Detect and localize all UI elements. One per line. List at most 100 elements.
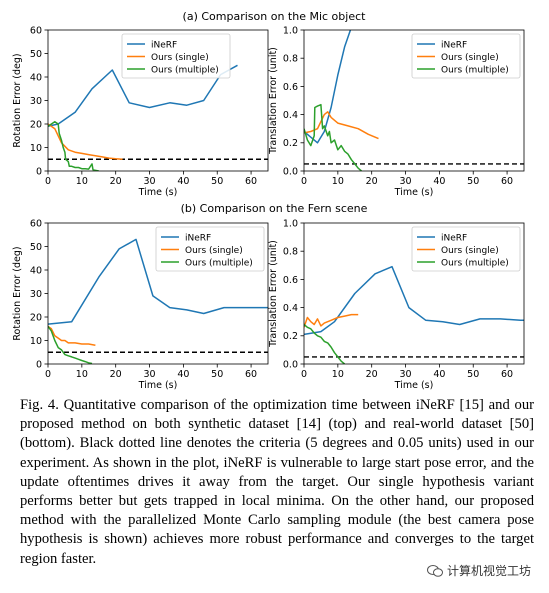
y-axis-label: Translation Error (unit) bbox=[268, 240, 279, 348]
x-tick-label: 60 bbox=[245, 176, 257, 187]
watermark-text: 计算机视觉工坊 bbox=[446, 564, 531, 578]
y-tick-label: 60 bbox=[30, 218, 42, 229]
x-axis-label: Time (s) bbox=[138, 380, 178, 391]
x-tick-label: 40 bbox=[177, 176, 189, 187]
x-tick-label: 10 bbox=[332, 369, 344, 380]
plot-frame bbox=[303, 222, 525, 365]
panel-fern-translation: 0 10 20 30 40 50 60 0.0 0.2 0.4 0.6 0.8 1.0 Time (s) T… bbox=[268, 218, 525, 391]
x-tick-label: 50 bbox=[211, 369, 223, 380]
x-tick-label: 0 bbox=[45, 176, 51, 187]
y-tick-label: 60 bbox=[30, 25, 42, 36]
y-tick-label: 20 bbox=[30, 119, 42, 130]
series-line-inerf bbox=[48, 64, 238, 128]
x-tick-label: 20 bbox=[110, 369, 122, 380]
x-tick-label: 40 bbox=[177, 369, 189, 380]
y-axis-label: Translation Error (unit) bbox=[268, 47, 279, 155]
x-axis-label: Time (s) bbox=[394, 187, 434, 198]
y-tick-label: 0.6 bbox=[283, 82, 298, 93]
series-line-single bbox=[48, 123, 123, 161]
x-tick-label: 60 bbox=[245, 369, 257, 380]
x-tick-label: 0 bbox=[45, 369, 51, 380]
legend-label-inerf: iNeRF bbox=[441, 40, 467, 50]
legend-label-single: Ours (single) bbox=[185, 246, 243, 256]
x-axis-label: Time (s) bbox=[138, 187, 178, 198]
y-tick-label: 40 bbox=[30, 72, 42, 83]
y-tick-label: 0.4 bbox=[283, 303, 298, 314]
y-axis-label: Rotation Error (deg) bbox=[12, 246, 23, 340]
series-line-multiple bbox=[304, 103, 362, 171]
panel-mic-translation: 0 10 20 30 40 50 60 0.0 0.2 0.4 0.6 0.8 1.0 Time (s) T… bbox=[268, 25, 525, 198]
series-line-inerf bbox=[304, 265, 524, 336]
x-axis-label: Time (s) bbox=[394, 380, 434, 391]
section-title-mic: (a) Comparison on the Mic object bbox=[183, 10, 367, 23]
legend-label-inerf: iNeRF bbox=[151, 40, 177, 50]
x-tick-label: 10 bbox=[76, 369, 88, 380]
y-tick-label: 10 bbox=[30, 143, 42, 154]
x-tick-label: 50 bbox=[467, 176, 479, 187]
y-tick-label: 0.0 bbox=[283, 166, 298, 177]
x-tick-label: 50 bbox=[211, 176, 223, 187]
legend-label-single: Ours (single) bbox=[151, 53, 209, 63]
x-tick-label: 30 bbox=[143, 369, 155, 380]
x-tick-label: 60 bbox=[501, 176, 513, 187]
plot-frame bbox=[303, 29, 525, 172]
x-tick-label: 0 bbox=[301, 176, 307, 187]
legend-box bbox=[121, 33, 231, 79]
y-tick-label: 0.4 bbox=[283, 110, 298, 121]
legend-label-multiple: Ours (multiple) bbox=[151, 65, 219, 75]
y-tick-label: 0.0 bbox=[283, 359, 298, 370]
legend-box bbox=[155, 226, 265, 272]
x-tick-label: 20 bbox=[110, 176, 122, 187]
x-tick-label: 0 bbox=[301, 369, 307, 380]
x-tick-label: 30 bbox=[143, 176, 155, 187]
series-line-single bbox=[48, 325, 96, 346]
x-tick-label: 50 bbox=[467, 369, 479, 380]
figure-caption: Fig. 4. Quantitative comparison of the o… bbox=[20, 397, 534, 567]
series-line-inerf bbox=[48, 238, 268, 325]
y-tick-label: 0.2 bbox=[283, 138, 298, 149]
legend-box bbox=[411, 226, 521, 272]
x-tick-label: 40 bbox=[433, 369, 445, 380]
x-tick-label: 30 bbox=[399, 369, 411, 380]
y-tick-label: 0 bbox=[36, 359, 42, 370]
y-tick-label: 0.8 bbox=[283, 54, 298, 65]
y-tick-label: 50 bbox=[30, 242, 42, 253]
y-tick-label: 10 bbox=[30, 336, 42, 347]
legend-label-multiple: Ours (multiple) bbox=[441, 65, 509, 75]
wechat-icon bbox=[426, 564, 443, 577]
x-tick-label: 10 bbox=[332, 176, 344, 187]
series-line-multiple bbox=[48, 325, 93, 364]
y-tick-label: 0.2 bbox=[283, 331, 298, 342]
panel-fern-rotation: 0 10 20 30 40 50 60 0 10 20 30 40 50 60 Time (s) Rotati… bbox=[12, 218, 269, 391]
plot-frame bbox=[47, 29, 269, 172]
y-tick-label: 1.0 bbox=[283, 218, 298, 229]
x-tick-label: 20 bbox=[366, 176, 378, 187]
y-tick-label: 1.0 bbox=[283, 25, 298, 36]
series-line-single bbox=[304, 313, 359, 328]
x-tick-label: 30 bbox=[399, 176, 411, 187]
y-tick-label: 40 bbox=[30, 265, 42, 276]
legend-box bbox=[411, 33, 521, 79]
series-line-multiple bbox=[304, 323, 346, 364]
y-tick-label: 30 bbox=[30, 96, 42, 107]
y-axis-label: Rotation Error (deg) bbox=[12, 53, 23, 147]
legend-label-inerf: iNeRF bbox=[185, 233, 211, 243]
x-tick-label: 60 bbox=[501, 369, 513, 380]
section-title-fern: (b) Comparison on the Fern scene bbox=[181, 202, 368, 215]
panel-mic-rotation: 0 10 20 30 40 50 60 0 10 20 30 40 50 60 Time (s) Rotati… bbox=[12, 25, 269, 198]
legend-label-multiple: Ours (multiple) bbox=[185, 258, 253, 268]
plot-frame bbox=[47, 222, 269, 365]
legend-label-single: Ours (single) bbox=[441, 53, 499, 63]
legend-label-single: Ours (single) bbox=[441, 246, 499, 256]
series-line-multiple bbox=[48, 120, 99, 171]
y-tick-label: 20 bbox=[30, 312, 42, 323]
y-tick-label: 0.6 bbox=[283, 275, 298, 286]
x-tick-label: 40 bbox=[433, 176, 445, 187]
series-line-inerf bbox=[304, 30, 352, 144]
x-tick-label: 10 bbox=[76, 176, 88, 187]
y-tick-label: 0.8 bbox=[283, 247, 298, 258]
y-tick-label: 50 bbox=[30, 49, 42, 60]
y-tick-label: 30 bbox=[30, 289, 42, 300]
x-tick-label: 20 bbox=[366, 369, 378, 380]
